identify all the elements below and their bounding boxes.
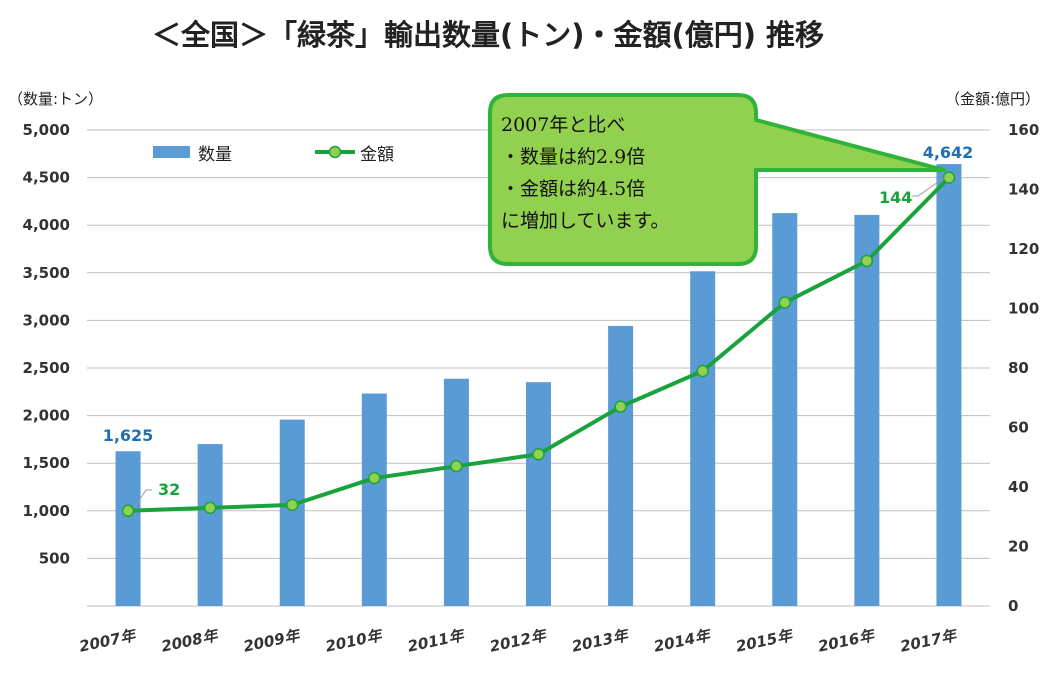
right-tick-label: 160 (1008, 121, 1039, 139)
legend: 数量 金額 (153, 145, 394, 165)
left-tick-label: 3,000 (23, 311, 70, 329)
chart-title: ＜全国＞「緑茶」輸出数量(トン)・金額(億円) 推移 (152, 18, 824, 52)
bar-series (115, 164, 962, 606)
x-tick-label: 2014年 (652, 626, 713, 656)
bar (361, 393, 387, 606)
left-tick-label: 1,500 (23, 454, 70, 472)
right-tick-label: 40 (1008, 478, 1029, 496)
x-tick-label: 2016年 (816, 626, 877, 656)
right-axis-ticks: 0 20 40 60 80 100 120 140 160 (1008, 121, 1039, 615)
line-point (368, 471, 381, 485)
x-tick-label: 2008年 (160, 626, 221, 656)
legend-line-label: 金額 (360, 145, 394, 165)
callout-line-4: に増加しています。 (501, 210, 670, 232)
right-tick-label: 140 (1008, 181, 1039, 199)
annotation-callout: 2007年と比べ ・数量は約2.9倍 ・金額は約4.5倍 に増加しています。 (488, 93, 946, 266)
line-data-label-last: 144 (879, 188, 912, 207)
bar (772, 213, 798, 606)
right-tick-label: 80 (1008, 359, 1029, 377)
left-tick-label: 500 (39, 549, 70, 567)
bar (690, 271, 716, 606)
bar (854, 214, 880, 606)
legend-line-marker (328, 145, 342, 159)
bar (197, 444, 223, 606)
line-label-leader-last (912, 177, 945, 197)
line-point (942, 171, 956, 184)
legend-bar-swatch (153, 146, 190, 158)
legend-bar-label: 数量 (198, 145, 232, 165)
bar (608, 325, 634, 606)
bar-data-label-first: 1,625 (103, 426, 154, 445)
bar-data-label-last: 4,642 (923, 143, 974, 162)
left-tick-label: 4,000 (23, 216, 70, 234)
bar (526, 382, 551, 606)
right-axis-unit-label: （金額:億円） (945, 90, 1040, 108)
left-axis-unit-label: （数量:トン） (8, 90, 103, 108)
line-point (532, 448, 545, 461)
left-tick-label: 5,000 (23, 121, 70, 139)
bar (936, 164, 962, 606)
line-point (614, 400, 627, 413)
line-point (203, 501, 217, 515)
x-tick-label: 2011年 (406, 626, 467, 656)
line-point (450, 459, 463, 473)
line-label-leader (133, 489, 152, 509)
callout-bubble (488, 93, 946, 266)
left-axis-ticks: 500 1,000 1,500 2,000 2,500 3,000 3,500 4,000 4,… (23, 121, 70, 567)
callout-line-3: ・金額は約4.5倍 (501, 178, 645, 200)
line-series (121, 171, 956, 518)
right-tick-label: 120 (1008, 240, 1039, 258)
left-tick-label: 1,000 (23, 502, 70, 520)
x-tick-label: 2017年 (899, 626, 960, 656)
bar (115, 451, 141, 606)
x-axis-ticks: 2007年 2008年 2009年 2010年 2011年 2012年 2013年 2014年… (78, 626, 960, 656)
x-tick-label: 2007年 (78, 626, 139, 656)
line-point (696, 364, 709, 378)
callout-line-2: ・数量は約2.9倍 (501, 146, 645, 168)
line-point (285, 498, 299, 512)
bar (279, 419, 305, 606)
x-tick-label: 2012年 (488, 626, 549, 656)
x-tick-label: 2013年 (570, 626, 631, 656)
right-tick-label: 0 (1008, 597, 1018, 615)
left-tick-label: 4,500 (23, 169, 70, 187)
line-point (121, 504, 135, 518)
x-tick-label: 2010年 (324, 626, 385, 656)
callout-line-1: 2007年と比べ (501, 114, 625, 136)
left-tick-label: 2,000 (23, 407, 70, 425)
right-tick-label: 20 (1008, 538, 1029, 556)
bar (443, 378, 469, 606)
line-point (778, 296, 792, 309)
x-tick-label: 2009年 (242, 626, 303, 656)
right-tick-label: 60 (1008, 419, 1029, 437)
left-tick-label: 2,500 (23, 359, 70, 377)
x-tick-label: 2015年 (734, 626, 795, 656)
right-tick-label: 100 (1008, 300, 1039, 318)
line-data-label-first: 32 (158, 480, 180, 499)
line-point (860, 254, 874, 268)
left-tick-label: 3,500 (23, 264, 70, 282)
